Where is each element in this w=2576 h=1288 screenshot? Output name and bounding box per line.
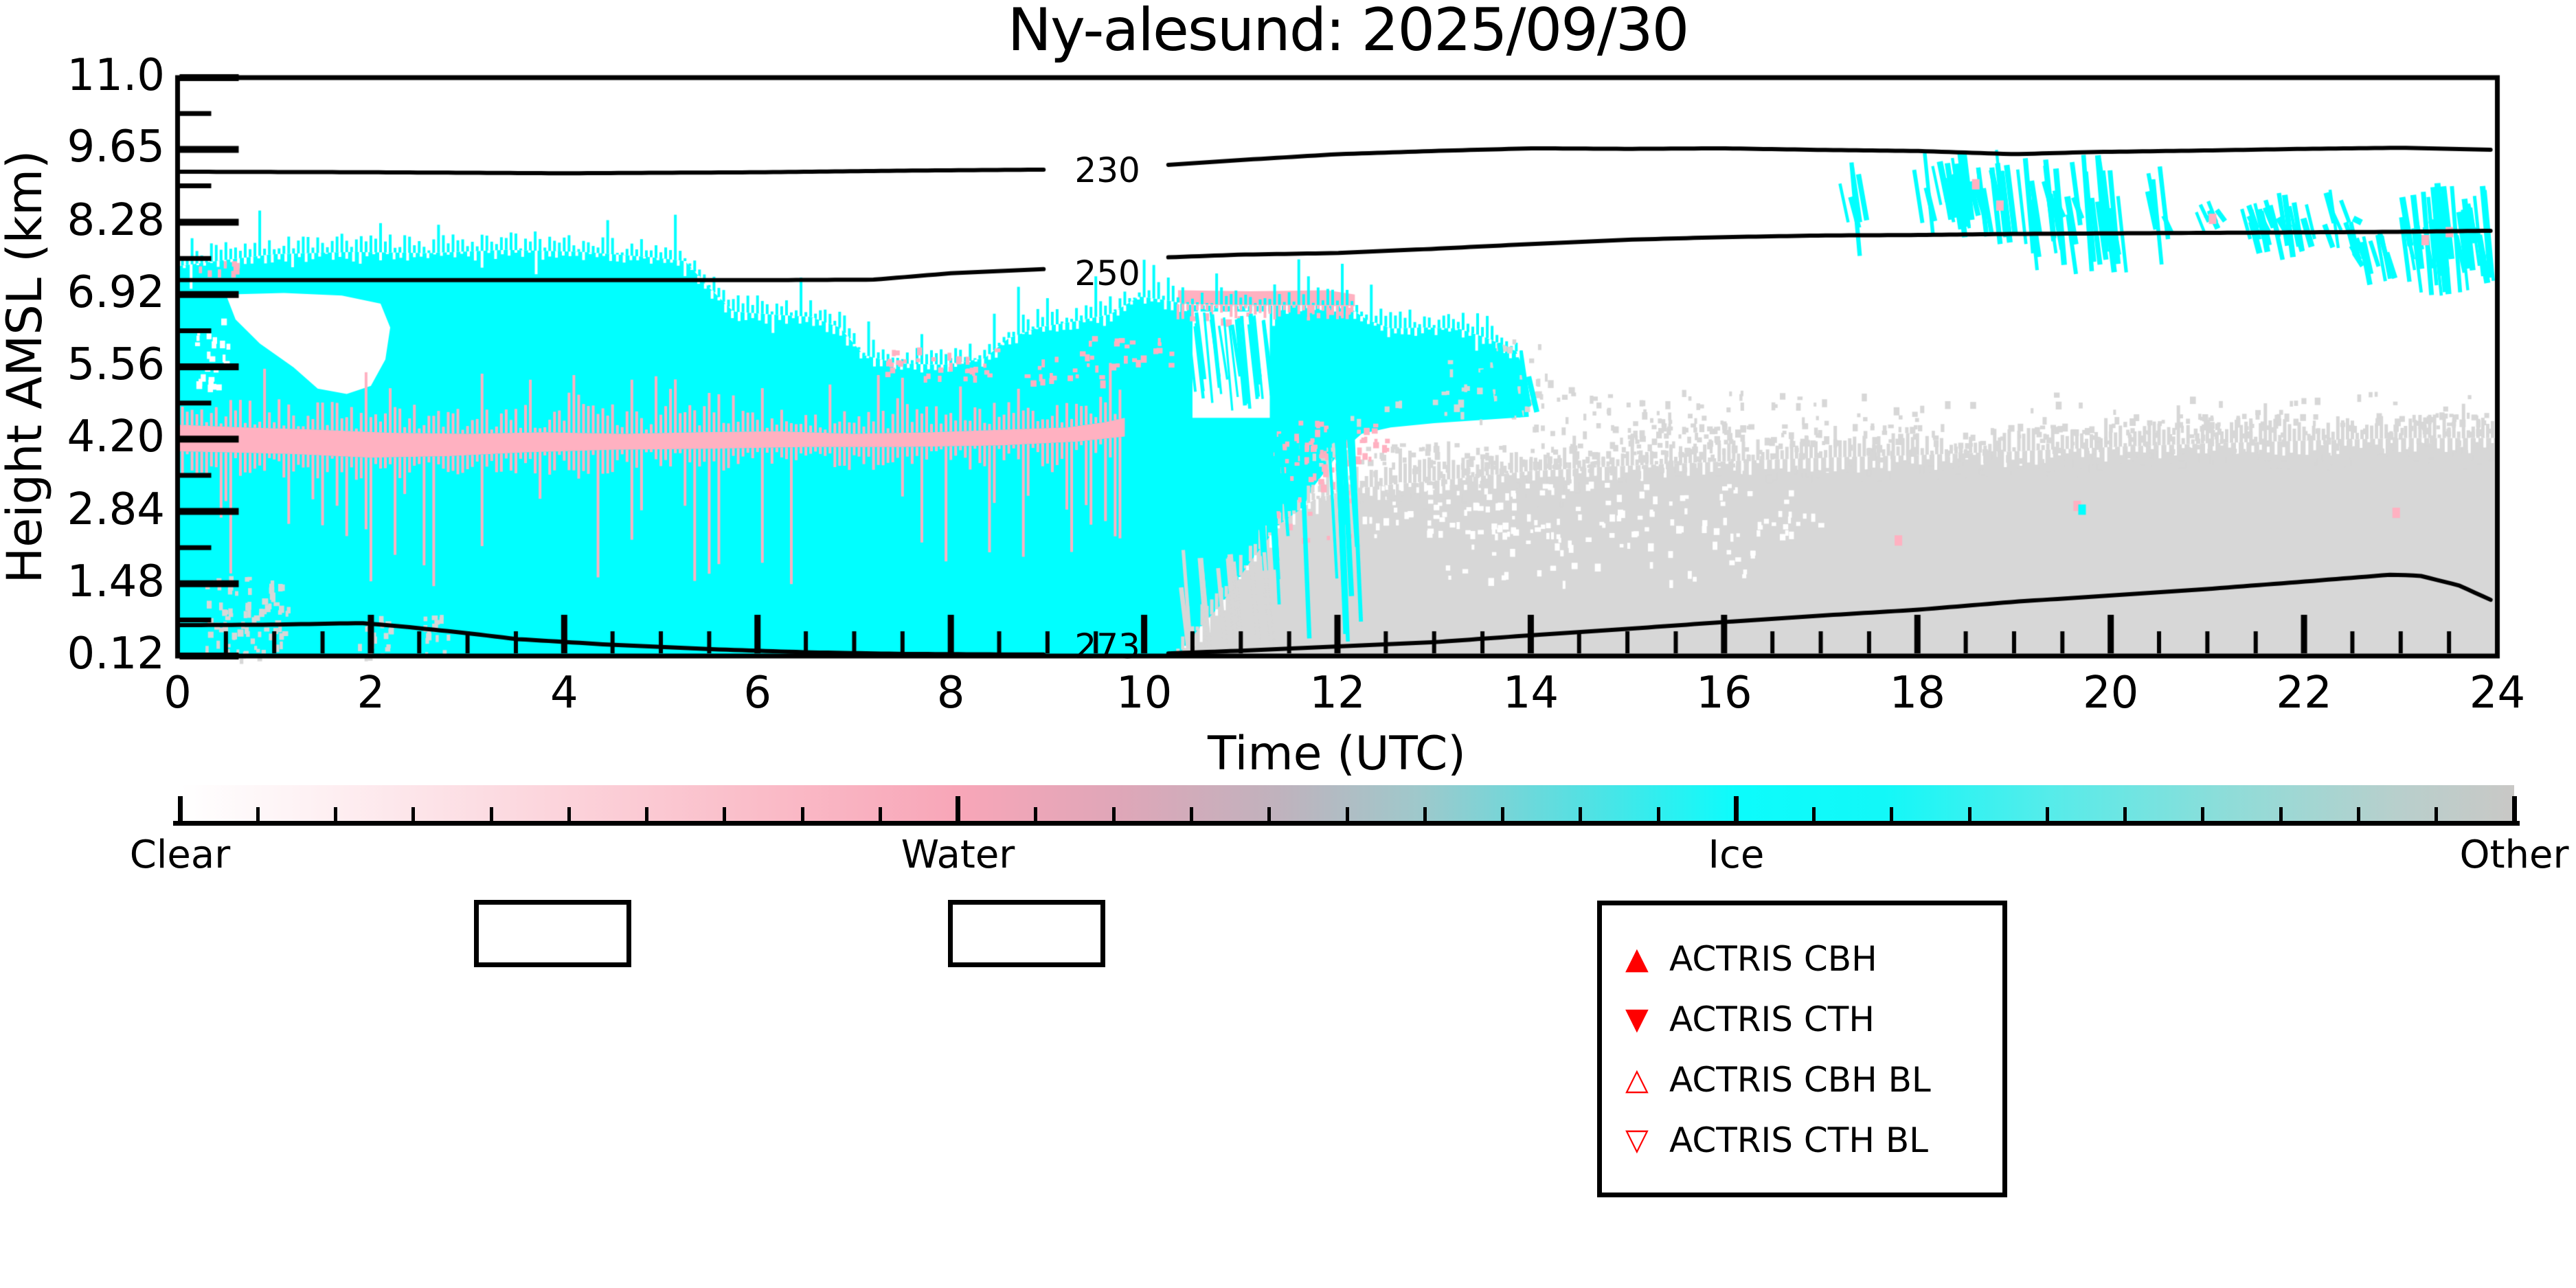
x-tick-label: 20 [2082,668,2139,719]
x-tick-label: 12 [1309,668,1366,719]
colorbar-label-other: Other [2459,833,2569,877]
colorbar-minor-tick [2045,807,2049,821]
x-tick-label: 4 [550,668,578,719]
triangle-up-open-icon: △ [1625,1062,1649,1097]
colorbar-minor-tick [1423,807,1427,821]
x-tick-label: 0 [163,668,192,719]
colorbar-label-water: Water [901,833,1015,877]
colorbar-minor-tick [1812,807,1816,821]
colorbar-minor-tick [1656,807,1660,821]
y-tick-label: 0.12 [67,629,166,679]
empty-legend-box-1 [474,900,631,967]
colorbar-major-tick [1733,796,1739,821]
colorbar-minor-tick [1189,807,1193,821]
colorbar-minor-tick [256,807,260,821]
y-tick-label: 4.20 [67,411,166,463]
y-tick-label: 9.65 [67,122,166,173]
colorbar-minor-tick [411,807,416,821]
triangle-down-open-icon: ▽ [1625,1122,1649,1157]
x-tick-label: 2 [357,668,385,719]
y-tick-label: 1.48 [67,556,166,607]
x-tick-label: 16 [1696,668,1752,719]
colorbar-minor-tick [878,807,882,821]
colorbar-minor-tick [1501,807,1505,821]
colorbar-minor-tick [489,807,493,821]
triangle-up-filled-icon: ▲ [1625,941,1649,976]
x-tick-label: 18 [1889,668,1945,719]
colorbar-minor-tick [1111,807,1116,821]
x-tick-label: 14 [1502,668,1559,719]
legend-item: ▽ ACTRIS CTH BL [1625,1110,2002,1171]
legend-item-label: ACTRIS CTH [1669,999,1875,1039]
classification-heatmap-canvas [0,0,2576,762]
colorbar-minor-tick [2356,807,2360,821]
colorbar-minor-tick [1267,807,1272,821]
y-tick-label: 6.92 [67,267,166,318]
colorbar-minor-tick [567,807,571,821]
y-tick-label: 2.84 [67,484,166,535]
colorbar-minor-tick [334,807,338,821]
colorbar-minor-tick [1579,807,1583,821]
y-tick-label: 11.0 [67,50,166,101]
y-tick-label: 5.56 [67,339,166,390]
contour-label-250: 250 [1074,253,1140,293]
colorbar-minor-tick [2123,807,2127,821]
colorbar-minor-tick [1034,807,1038,821]
x-tick-label: 8 [936,668,965,719]
x-tick-label: 6 [743,668,772,719]
actris-legend: ▲ ACTRIS CBH ▼ ACTRIS CTH △ ACTRIS CBH BL ▽ ACT… [1597,901,2007,1197]
colorbar-major-tick [177,796,183,821]
colorbar-minor-tick [2434,807,2439,821]
colorbar-axis-line [173,821,2520,826]
contour-label-273: 273 [1074,626,1140,667]
contour-label-230: 230 [1074,150,1140,191]
triangle-down-filled-icon: ▼ [1625,1002,1649,1037]
legend-item-label: ACTRIS CBH BL [1669,1060,1931,1100]
colorbar-minor-tick [800,807,804,821]
legend-item-label: ACTRIS CTH BL [1669,1120,1929,1160]
legend-item: ▲ ACTRIS CBH [1625,929,2002,989]
x-tick-label: 22 [2276,668,2332,719]
colorbar-minor-tick [1345,807,1349,821]
colorbar-label-clear: Clear [129,833,231,877]
y-tick-label: 8.28 [67,194,166,246]
empty-legend-box-2 [948,900,1105,967]
x-tick-label: 24 [2469,668,2526,719]
legend-item: ▼ ACTRIS CTH [1625,989,2002,1050]
plot-title: Ny-alesund: 2025/09/30 [1007,0,1690,65]
colorbar-minor-tick [2201,807,2205,821]
colorbar-major-tick [2511,796,2517,821]
x-axis-title: Time (UTC) [1208,727,1466,781]
colorbar-major-tick [956,796,961,821]
legend-item: △ ACTRIS CBH BL [1625,1050,2002,1110]
colorbar-minor-tick [1967,807,1971,821]
colorbar-label-ice: Ice [1708,833,1765,877]
colorbar-minor-tick [2279,807,2283,821]
colorbar-minor-tick [645,807,649,821]
colorbar-minor-tick [723,807,727,821]
legend-item-label: ACTRIS CBH [1669,939,1877,979]
x-tick-label: 10 [1116,668,1173,719]
colorbar-minor-tick [1890,807,1894,821]
